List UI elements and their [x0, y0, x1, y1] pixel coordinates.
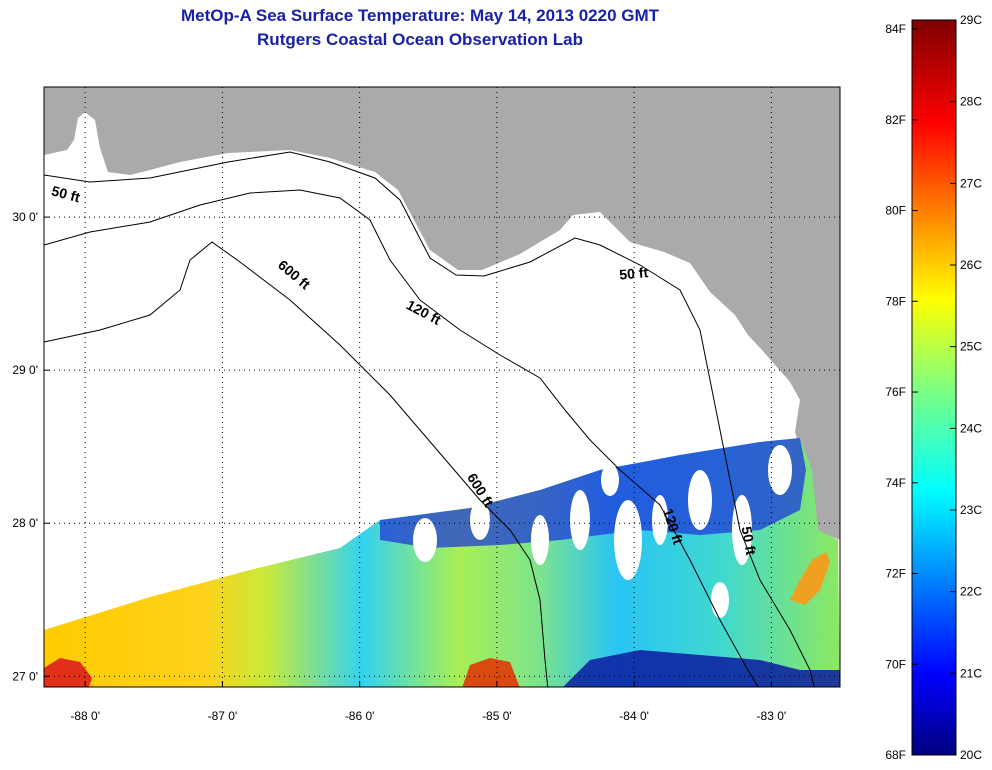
contour-label: 50 ft: [50, 182, 82, 205]
colorbar-gradient: [911, 19, 957, 756]
warm-patch-south: [462, 658, 520, 687]
colorbar-f-label: 84F: [885, 22, 906, 36]
colorbar-f-label: 72F: [885, 567, 906, 581]
land-area: [44, 87, 840, 540]
colorbar-c-label: 25C: [960, 340, 982, 354]
lat-lon-grid: [44, 87, 840, 687]
contour-label: 50 ft: [738, 525, 759, 556]
x-tick-label: -84 0': [619, 709, 649, 723]
y-tick-label: 28 0': [12, 516, 38, 530]
colorbar-c-label: 27C: [960, 176, 982, 190]
cold-band-south: [563, 650, 840, 687]
y-tick-label: 27 0': [12, 669, 38, 683]
colorbar-f-label: 70F: [885, 657, 906, 671]
colorbar-f-label: 80F: [885, 204, 906, 218]
y-tick-label: 29 0': [12, 363, 38, 377]
warm-patch-west: [44, 658, 92, 687]
colorbar-c-label: 26C: [960, 258, 982, 272]
contour-120ft: [44, 189, 759, 687]
colorbar-f-label: 82F: [885, 113, 906, 127]
colorbar-c-label: 29C: [960, 13, 982, 27]
x-tick-label: -88 0': [70, 709, 100, 723]
plot-frame: [43, 86, 841, 688]
colorbar-c-label: 28C: [960, 95, 982, 109]
x-tick-label: -83 0': [757, 709, 787, 723]
x-tick-label: -86 0': [345, 709, 375, 723]
contour-50ft-west: [44, 151, 485, 277]
x-tick-label: -87 0': [208, 709, 238, 723]
colorbar-c-label: 24C: [960, 421, 982, 435]
colorbar-f-label: 68F: [885, 748, 906, 762]
colorbar-f-label: 78F: [885, 294, 906, 308]
colorbar-c-label: 21C: [960, 666, 982, 680]
colorbar-f-label: 76F: [885, 385, 906, 399]
colorbar: 84F 82F 80F 78F 76F 74F 72F 70F 68F 29C 28C 27C 26C 2…: [885, 13, 982, 762]
axis-ticks: -88 0' -87 0' -86 0' -85 0' -84 0' -83 0' 30 0…: [12, 210, 786, 723]
colorbar-labels: 84F 82F 80F 78F 76F 74F 72F 70F 68F 29C 28C 27C 26C 2…: [885, 13, 982, 762]
colorbar-c-label: 23C: [960, 503, 982, 517]
x-tick-label: -85 0': [482, 709, 512, 723]
contour-50ft-east: [483, 237, 815, 687]
map-subtitle: Rutgers Coastal Ocean Observation Lab: [257, 30, 583, 49]
y-tick-label: 30 0': [12, 210, 38, 224]
warm-patch-east: [790, 552, 830, 605]
colorbar-f-label: 74F: [885, 476, 906, 490]
map-title: MetOp-A Sea Surface Temperature: May 14,…: [180, 6, 660, 25]
contour-label: 50 ft: [619, 264, 649, 282]
colorbar-c-label: 20C: [960, 748, 982, 762]
colorbar-c-label: 22C: [960, 585, 982, 599]
title-block: MetOp-A Sea Surface Temperature: May 14,…: [0, 4, 840, 52]
cloud-gaps: [413, 445, 792, 618]
